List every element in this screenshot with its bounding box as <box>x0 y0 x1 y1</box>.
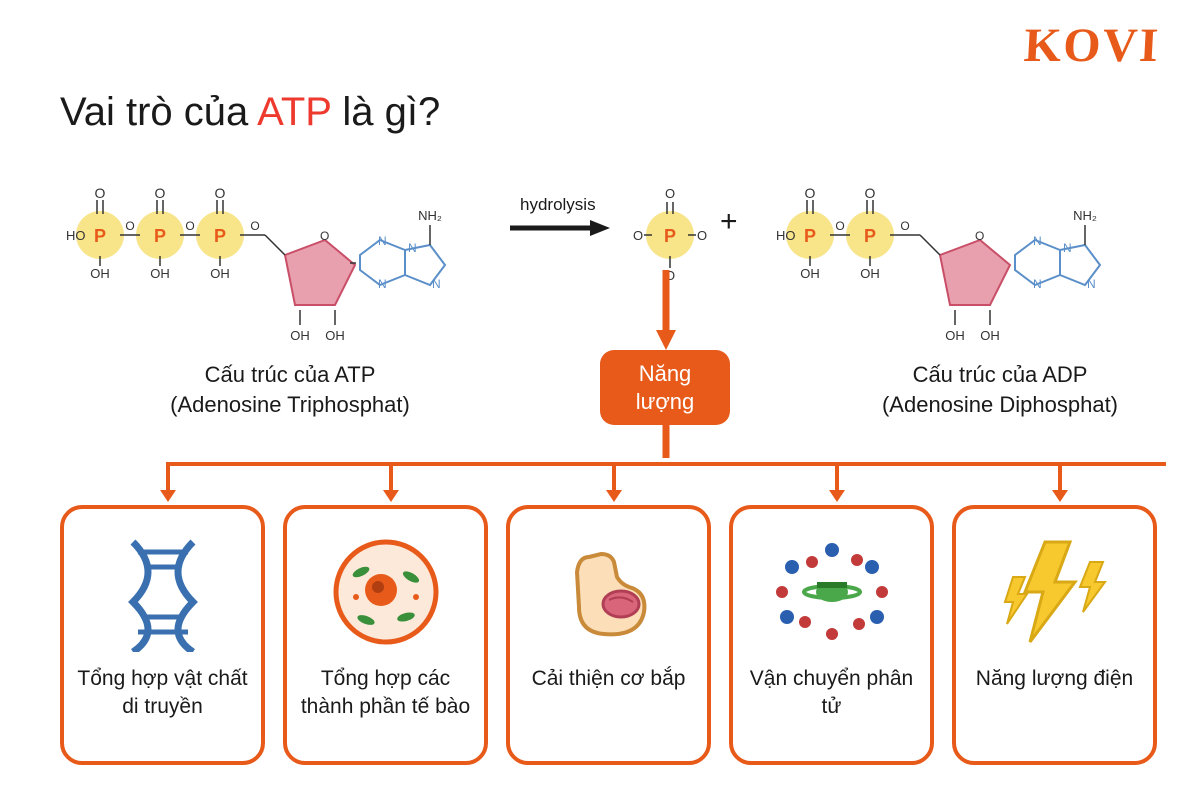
card-label: Tổng hợp các thành phần tế bào <box>297 665 474 722</box>
svg-text:P: P <box>804 226 816 246</box>
card-label: Cải thiện cơ bắp <box>532 665 686 693</box>
hydrolysis-arrow-icon <box>510 218 610 238</box>
function-card: Tổng hợp vật chất di truyền <box>60 505 265 765</box>
svg-text:N: N <box>408 241 417 255</box>
svg-text:N: N <box>432 277 441 291</box>
svg-text:OH: OH <box>150 266 170 281</box>
svg-text:P: P <box>664 226 676 246</box>
svg-text:O: O <box>900 219 909 233</box>
svg-text:O: O <box>665 186 675 201</box>
svg-text:HO: HO <box>66 228 86 243</box>
muscle-icon <box>544 527 674 657</box>
electric-icon <box>990 527 1120 657</box>
distribution-line <box>168 462 1166 466</box>
svg-text:N: N <box>1063 241 1072 255</box>
cell-icon <box>321 527 451 657</box>
energy-badge: Năng lượng <box>600 350 730 425</box>
function-card: Vận chuyển phân tử <box>729 505 934 765</box>
transport-icon <box>767 527 897 657</box>
svg-text:P: P <box>94 226 106 246</box>
brand-logo: KOVI <box>1023 18 1162 73</box>
svg-text:NH₂: NH₂ <box>418 208 442 223</box>
distribution-arrow <box>1058 462 1062 492</box>
svg-text:OH: OH <box>90 266 110 281</box>
svg-text:O: O <box>835 219 844 233</box>
function-card: Tổng hợp các thành phần tế bào <box>283 505 488 765</box>
svg-text:O: O <box>250 219 259 233</box>
distribution-arrow <box>389 462 393 492</box>
svg-text:NH₂: NH₂ <box>1073 208 1097 223</box>
svg-text:OH: OH <box>800 266 820 281</box>
function-card: Cải thiện cơ bắp <box>506 505 711 765</box>
svg-text:OH: OH <box>290 328 310 343</box>
atp-molecule-icon: P P P O O O OH OH OH HO O O O <box>60 170 460 360</box>
svg-text:O: O <box>633 228 643 243</box>
svg-text:N: N <box>378 234 387 248</box>
adp-caption: Cấu trúc của ADP(Adenosine Diphosphat) <box>850 360 1150 419</box>
svg-text:O: O <box>865 185 876 201</box>
page-title: Vai trò của ATP là gì? <box>60 90 440 135</box>
hydrolysis-label: hydrolysis <box>520 195 596 215</box>
svg-text:P: P <box>154 226 166 246</box>
svg-text:N: N <box>1087 277 1096 291</box>
card-label: Tổng hợp vật chất di truyền <box>74 665 251 722</box>
svg-text:O: O <box>185 219 194 233</box>
cards-row: Tổng hợp vật chất di truyền Tổng hợp các … <box>60 505 1157 765</box>
svg-text:O: O <box>95 185 106 201</box>
svg-text:O: O <box>155 185 166 201</box>
title-accent: ATP <box>257 90 331 134</box>
svg-text:OH: OH <box>945 328 965 343</box>
energy-arrow2-icon <box>654 418 678 458</box>
distribution-arrow <box>166 462 170 492</box>
svg-text:O: O <box>125 219 134 233</box>
distribution-arrow <box>612 462 616 492</box>
card-label: Năng lượng điện <box>976 665 1133 693</box>
svg-text:O: O <box>697 228 707 243</box>
title-post: là gì? <box>331 90 440 134</box>
svg-text:OH: OH <box>860 266 880 281</box>
svg-text:O: O <box>320 229 329 243</box>
svg-text:OH: OH <box>210 266 230 281</box>
svg-text:N: N <box>1033 277 1042 291</box>
svg-text:HO: HO <box>776 228 796 243</box>
svg-text:O: O <box>975 229 984 243</box>
svg-text:P: P <box>864 226 876 246</box>
svg-text:O: O <box>215 185 226 201</box>
svg-text:OH: OH <box>325 328 345 343</box>
distribution-arrow <box>835 462 839 492</box>
svg-text:OH: OH <box>980 328 1000 343</box>
adp-molecule-icon: P P O O OH OH HO O O O OH OH N N N <box>770 170 1150 360</box>
card-label: Vận chuyển phân tử <box>743 665 920 722</box>
svg-text:P: P <box>214 226 226 246</box>
function-card: Năng lượng điện <box>952 505 1157 765</box>
energy-arrow-down-icon <box>654 270 678 350</box>
title-pre: Vai trò của <box>60 90 257 134</box>
atp-caption: Cấu trúc của ATP(Adenosine Triphosphat) <box>140 360 440 419</box>
plus-symbol: + <box>720 205 738 239</box>
svg-text:O: O <box>805 185 816 201</box>
svg-text:N: N <box>1033 234 1042 248</box>
dna-icon <box>98 527 228 657</box>
svg-text:N: N <box>378 277 387 291</box>
